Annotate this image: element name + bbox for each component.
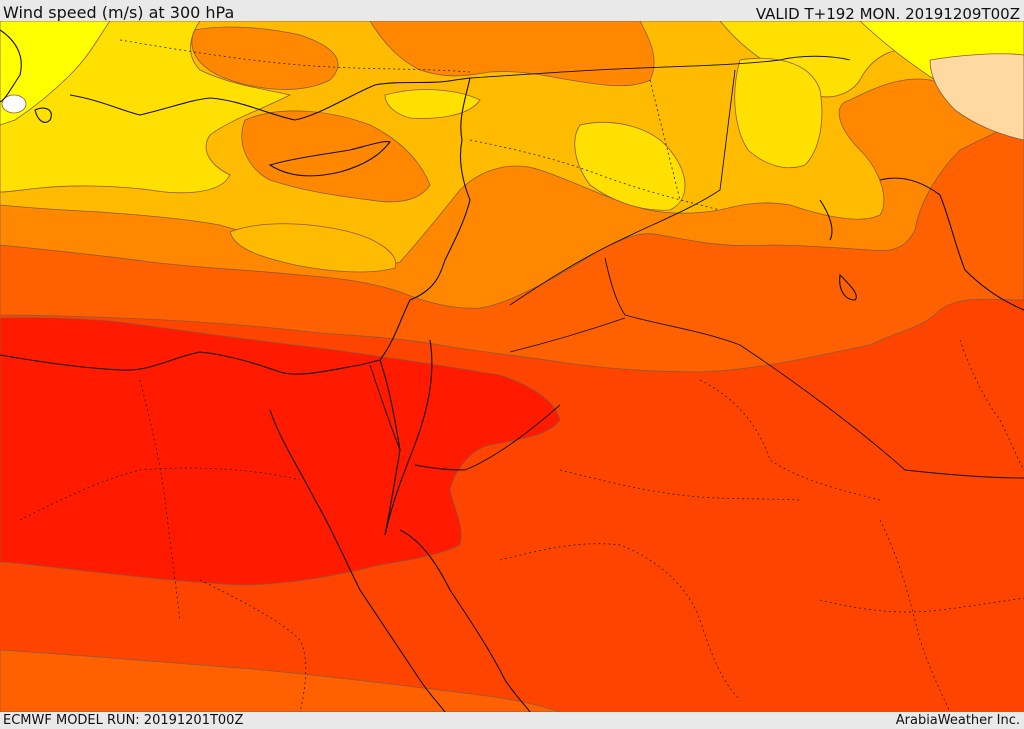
patch-orange-cyprus — [241, 110, 431, 203]
patch-orange-west — [191, 26, 339, 90]
patch-yellow-mideast — [734, 57, 823, 169]
band-red — [0, 317, 561, 586]
wind-speed-map — [0, 21, 1024, 712]
band-dark-orange-south — [0, 649, 561, 712]
province-borders — [19, 39, 1024, 712]
map-title: Wind speed (m/s) at 300 hPa — [3, 3, 235, 22]
credit-label: ArabiaWeather Inc. — [895, 713, 1020, 728]
band-bright-yellow-nw — [0, 21, 111, 126]
model-run-label: ECMWF MODEL RUN: 20191201T00Z — [3, 713, 244, 728]
national-borders — [369, 55, 1024, 479]
patch-yellow-syria — [574, 122, 686, 211]
band-peach-ne — [929, 53, 1024, 141]
valid-time-label: VALID T+192 MON. 20191209T00Z — [755, 5, 1020, 23]
footer-bar: ECMWF MODEL RUN: 20191201T00Z ArabiaWeat… — [0, 712, 1024, 729]
header-bar: Wind speed (m/s) at 300 hPa VALID T+192 … — [0, 0, 1024, 23]
map-svg — [0, 21, 1024, 712]
patch-white-nw — [1, 94, 27, 114]
patch-orange-north — [369, 21, 655, 87]
coastlines — [0, 29, 1024, 712]
patch-yellow-north — [384, 89, 481, 119]
patch-light-orange-sw — [229, 223, 397, 273]
